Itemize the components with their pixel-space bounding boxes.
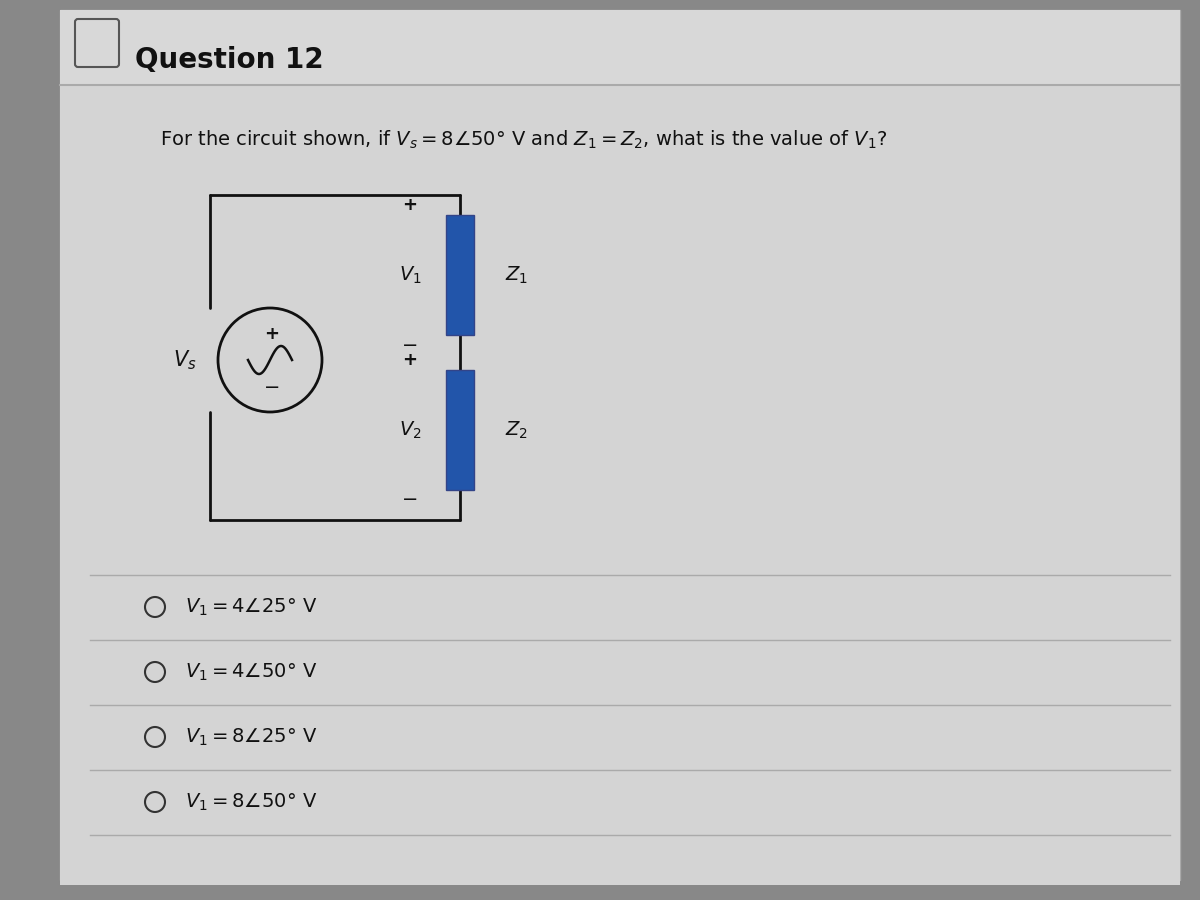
Text: $V_1 = 4\angle50°$ V: $V_1 = 4\angle50°$ V xyxy=(185,662,317,682)
Text: $V_1 = 8\angle50°$ V: $V_1 = 8\angle50°$ V xyxy=(185,791,317,813)
Text: $V_s$: $V_s$ xyxy=(173,348,197,372)
Text: Question 12: Question 12 xyxy=(134,46,324,74)
Bar xyxy=(446,370,474,490)
Text: −: − xyxy=(264,379,280,398)
Text: $Z_2$: $Z_2$ xyxy=(505,419,528,441)
Text: +: + xyxy=(402,351,418,369)
Text: +: + xyxy=(264,325,280,343)
Text: $Z_1$: $Z_1$ xyxy=(505,265,528,285)
Text: For the circuit shown, if $V_s = 8\angle50°$ V and $Z_1 = Z_2$, what is the valu: For the circuit shown, if $V_s = 8\angle… xyxy=(160,129,887,151)
Text: −: − xyxy=(402,336,418,355)
Text: −: − xyxy=(402,491,418,509)
Bar xyxy=(446,215,474,335)
Text: $V_2$: $V_2$ xyxy=(398,419,421,441)
Text: $V_1$: $V_1$ xyxy=(398,265,421,285)
Text: +: + xyxy=(402,196,418,214)
Text: $V_1 = 8\angle25°$ V: $V_1 = 8\angle25°$ V xyxy=(185,726,317,748)
Bar xyxy=(60,10,1180,85)
FancyBboxPatch shape xyxy=(74,19,119,67)
Text: $V_1 = 4\angle25°$ V: $V_1 = 4\angle25°$ V xyxy=(185,597,317,617)
Bar xyxy=(60,85,1180,885)
